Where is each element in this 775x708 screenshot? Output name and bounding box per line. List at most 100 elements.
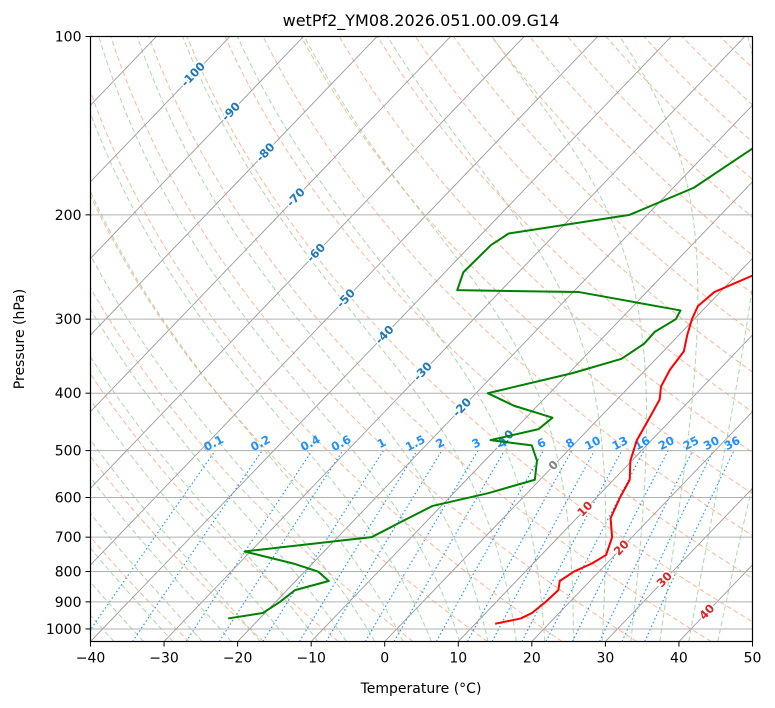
moist-adiabat-line bbox=[98, 36, 461, 642]
dry-adiabat-line bbox=[90, 535, 190, 642]
isotherm-line bbox=[90, 36, 378, 336]
moist-adiabat-line bbox=[90, 547, 174, 642]
moist-adiabat-line bbox=[90, 512, 203, 642]
mixing-ratio-label: 16 bbox=[632, 433, 653, 453]
plot-frame bbox=[89, 35, 754, 643]
mixing-ratio-line bbox=[132, 450, 263, 642]
isotherm-line bbox=[457, 334, 753, 642]
x-tick-label: −30 bbox=[149, 651, 179, 667]
x-tick-label: −10 bbox=[296, 651, 326, 667]
x-tick-label: 10 bbox=[449, 651, 467, 667]
moist-adiabat-line bbox=[491, 36, 648, 642]
dry-adiabat-line bbox=[300, 36, 753, 495]
x-axis-ticks: −40 −30 −20 −10 0 10 20 30 40 50 bbox=[76, 641, 762, 667]
isotherms-layer bbox=[90, 36, 753, 642]
x-tick-label: 50 bbox=[744, 651, 762, 667]
y-tick-label: 200 bbox=[55, 208, 82, 224]
isotherm-line bbox=[90, 36, 599, 566]
mixing-ratio-lines-layer bbox=[90, 450, 735, 642]
moist-adiabat-line bbox=[619, 36, 699, 642]
mixing-ratio-line bbox=[644, 450, 735, 642]
moist-adiabat-line bbox=[303, 36, 574, 642]
moist-adiabat-line bbox=[90, 581, 144, 642]
mixing-ratio-label: 20 bbox=[656, 433, 677, 453]
dry-adiabat-line bbox=[90, 286, 414, 642]
dry-adiabat-line bbox=[90, 194, 488, 642]
dry-adiabat-line bbox=[643, 36, 753, 143]
isotherm-line bbox=[531, 410, 753, 642]
dry-adiabats-layer bbox=[90, 36, 753, 642]
mixing-ratio-line bbox=[466, 450, 573, 642]
isotherm-line bbox=[384, 257, 753, 642]
temperature-profile-line bbox=[494, 274, 753, 625]
mixing-ratio-line bbox=[393, 450, 506, 642]
y-axis-ticks: 100 200 300 400 500 600 700 800 900 1000 bbox=[46, 30, 91, 638]
dry-adiabat-line bbox=[529, 36, 753, 256]
chart-title: wetPf2_YM08.2026.051.00.09.G14 bbox=[283, 11, 560, 31]
isotherm-line bbox=[90, 36, 672, 642]
y-tick-label: 1000 bbox=[46, 622, 82, 638]
dry-adiabat-line bbox=[186, 36, 753, 623]
mixing-ratio-line bbox=[298, 450, 418, 642]
dry-adiabat-line bbox=[453, 36, 753, 334]
y-tick-label: 800 bbox=[55, 565, 82, 581]
moist-adiabat-line bbox=[90, 356, 319, 642]
dry-adiabat-line bbox=[262, 36, 753, 537]
moist-adiabat-line bbox=[90, 190, 404, 642]
mixing-ratio-label: 13 bbox=[610, 433, 631, 453]
x-axis-label: Temperature (°C) bbox=[360, 681, 482, 697]
y-tick-label: 500 bbox=[55, 444, 82, 460]
mixing-ratio-label: 25 bbox=[681, 433, 702, 453]
mixing-ratio-line bbox=[491, 450, 596, 642]
moist-adiabats-layer bbox=[90, 36, 753, 642]
mixing-ratio-line bbox=[621, 450, 714, 642]
y-tick-label: 900 bbox=[55, 595, 82, 611]
dry-adiabat-line bbox=[90, 455, 265, 642]
y-axis-label: Pressure (hPa) bbox=[12, 289, 28, 389]
dry-adiabat-line bbox=[110, 36, 637, 642]
isotherm-line bbox=[90, 36, 231, 183]
isotherm-line bbox=[90, 36, 304, 260]
moist-adiabat-line bbox=[136, 36, 489, 642]
isotherm-line bbox=[605, 487, 753, 642]
plot-area-background bbox=[90, 36, 753, 642]
mixing-ratio-line bbox=[435, 450, 544, 642]
moist-adiabat-line bbox=[688, 36, 753, 642]
x-tick-label: 20 bbox=[523, 651, 541, 667]
isotherm-line bbox=[163, 36, 746, 642]
mixing-ratio-label: 36 bbox=[722, 433, 743, 453]
sounding-series-layer bbox=[227, 147, 753, 625]
dry-adiabat-line bbox=[90, 90, 563, 642]
moist-adiabat-line bbox=[236, 36, 546, 642]
dry-adiabat-line bbox=[567, 36, 753, 218]
mixing-ratio-line bbox=[599, 450, 694, 642]
dry-adiabat-line bbox=[148, 36, 712, 642]
dewpoint-profile-line bbox=[227, 147, 753, 620]
dry-adiabat-line bbox=[224, 36, 753, 579]
moist-adiabat-line bbox=[387, 36, 607, 642]
mixing-ratio-line bbox=[325, 450, 443, 642]
mixing-ratio-label: 30 bbox=[701, 433, 722, 453]
y-tick-label: 400 bbox=[55, 386, 82, 402]
isotherm-line bbox=[90, 36, 451, 413]
mixing-ratio-line bbox=[90, 450, 216, 631]
pressure-gridlines-layer bbox=[90, 36, 753, 630]
x-tick-label: 40 bbox=[670, 651, 688, 667]
moist-adiabat-line bbox=[90, 399, 290, 642]
moist-adiabat-line bbox=[90, 112, 432, 642]
mixing-ratio-line bbox=[364, 450, 479, 642]
x-tick-label: 30 bbox=[596, 651, 614, 667]
y-tick-label: 300 bbox=[55, 312, 82, 328]
x-tick-label: −20 bbox=[223, 651, 253, 667]
isotherm-line bbox=[90, 36, 525, 489]
moist-adiabat-line bbox=[717, 483, 753, 642]
y-tick-label: 700 bbox=[55, 530, 82, 546]
x-tick-label: −40 bbox=[76, 651, 106, 667]
mixing-ratio-line bbox=[262, 450, 384, 642]
y-tick-label: 600 bbox=[55, 491, 82, 507]
moist-adiabat-line bbox=[90, 308, 347, 642]
mixing-ratio-line bbox=[218, 450, 344, 642]
moist-adiabat-line bbox=[182, 36, 517, 642]
y-tick-label: 100 bbox=[55, 30, 82, 46]
